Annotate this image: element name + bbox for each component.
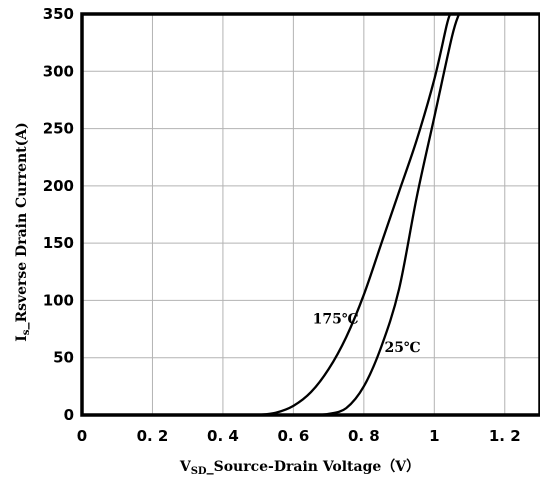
series-line-0 [257,12,452,417]
y-tick-label-7: 350 [43,5,74,23]
x-tick-labels: 0 0. 2 0. 4 0. 6 0. 8 1 1. 2 [77,427,521,445]
x-tick-label-4: 0. 8 [348,427,380,445]
y-tick-label-1: 50 [53,349,74,367]
x-axis-label: VSD_Source-Drain Voltage（V） [179,459,420,477]
gridlines [82,14,540,415]
y-tick-label-2: 100 [43,291,74,309]
x-tick-label-0: 0 [77,427,87,445]
y-tick-label-6: 300 [43,62,74,80]
y-tick-label-0: 0 [64,406,74,424]
x-tick-label-5: 1 [429,427,439,445]
x-tick-label-3: 0. 6 [277,427,309,445]
annotation-1: 25℃ [384,340,420,356]
y-tick-label-5: 250 [43,120,74,138]
y-axis-label: Is_Rsverse Drain Current(A) [14,122,32,342]
plot-frame [80,12,540,417]
series-line-1 [313,12,461,417]
annotation-0: 175℃ [313,311,359,327]
x-tick-label-1: 0. 2 [137,427,169,445]
x-tick-label-2: 0. 4 [207,427,239,445]
curve-annotations: 175℃ 25℃ [313,311,421,356]
x-tick-label-6: 1. 2 [489,427,521,445]
y-tick-labels: 0 50 100 150 200 250 300 350 [43,5,74,424]
y-tick-label-3: 150 [43,234,74,252]
y-tick-label-4: 200 [43,177,74,195]
series-curves [257,12,461,417]
